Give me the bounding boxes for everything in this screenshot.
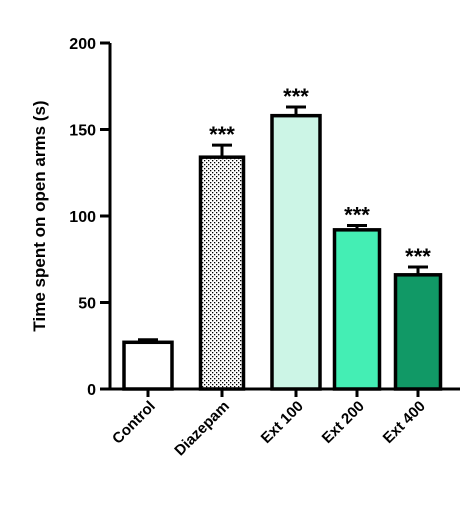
bar	[393, 273, 443, 391]
bar	[198, 155, 246, 391]
x-tick-label: Ext 400	[380, 398, 429, 447]
bar	[122, 340, 174, 391]
y-tick-label: 150	[69, 123, 96, 140]
x-tick-label: Ext 100	[258, 398, 307, 447]
bars	[122, 105, 443, 391]
x-tick-label: Control	[109, 398, 159, 448]
significance-label: ***	[405, 244, 431, 269]
significance-label: ***	[209, 122, 235, 147]
significance-label: ***	[283, 84, 309, 109]
y-tick-label: 0	[87, 382, 96, 399]
x-tick-label: Ext 200	[319, 398, 368, 447]
y-tick-label: 100	[69, 209, 96, 226]
x-tick-label: Diazepam	[171, 398, 233, 460]
y-axis-label: Time spent on open arms (s)	[30, 100, 49, 331]
bar	[332, 228, 382, 391]
y-tick-label: 50	[78, 296, 96, 313]
significance-label: ***	[344, 203, 370, 228]
bar	[270, 113, 322, 391]
y-tick-label: 200	[69, 36, 96, 53]
